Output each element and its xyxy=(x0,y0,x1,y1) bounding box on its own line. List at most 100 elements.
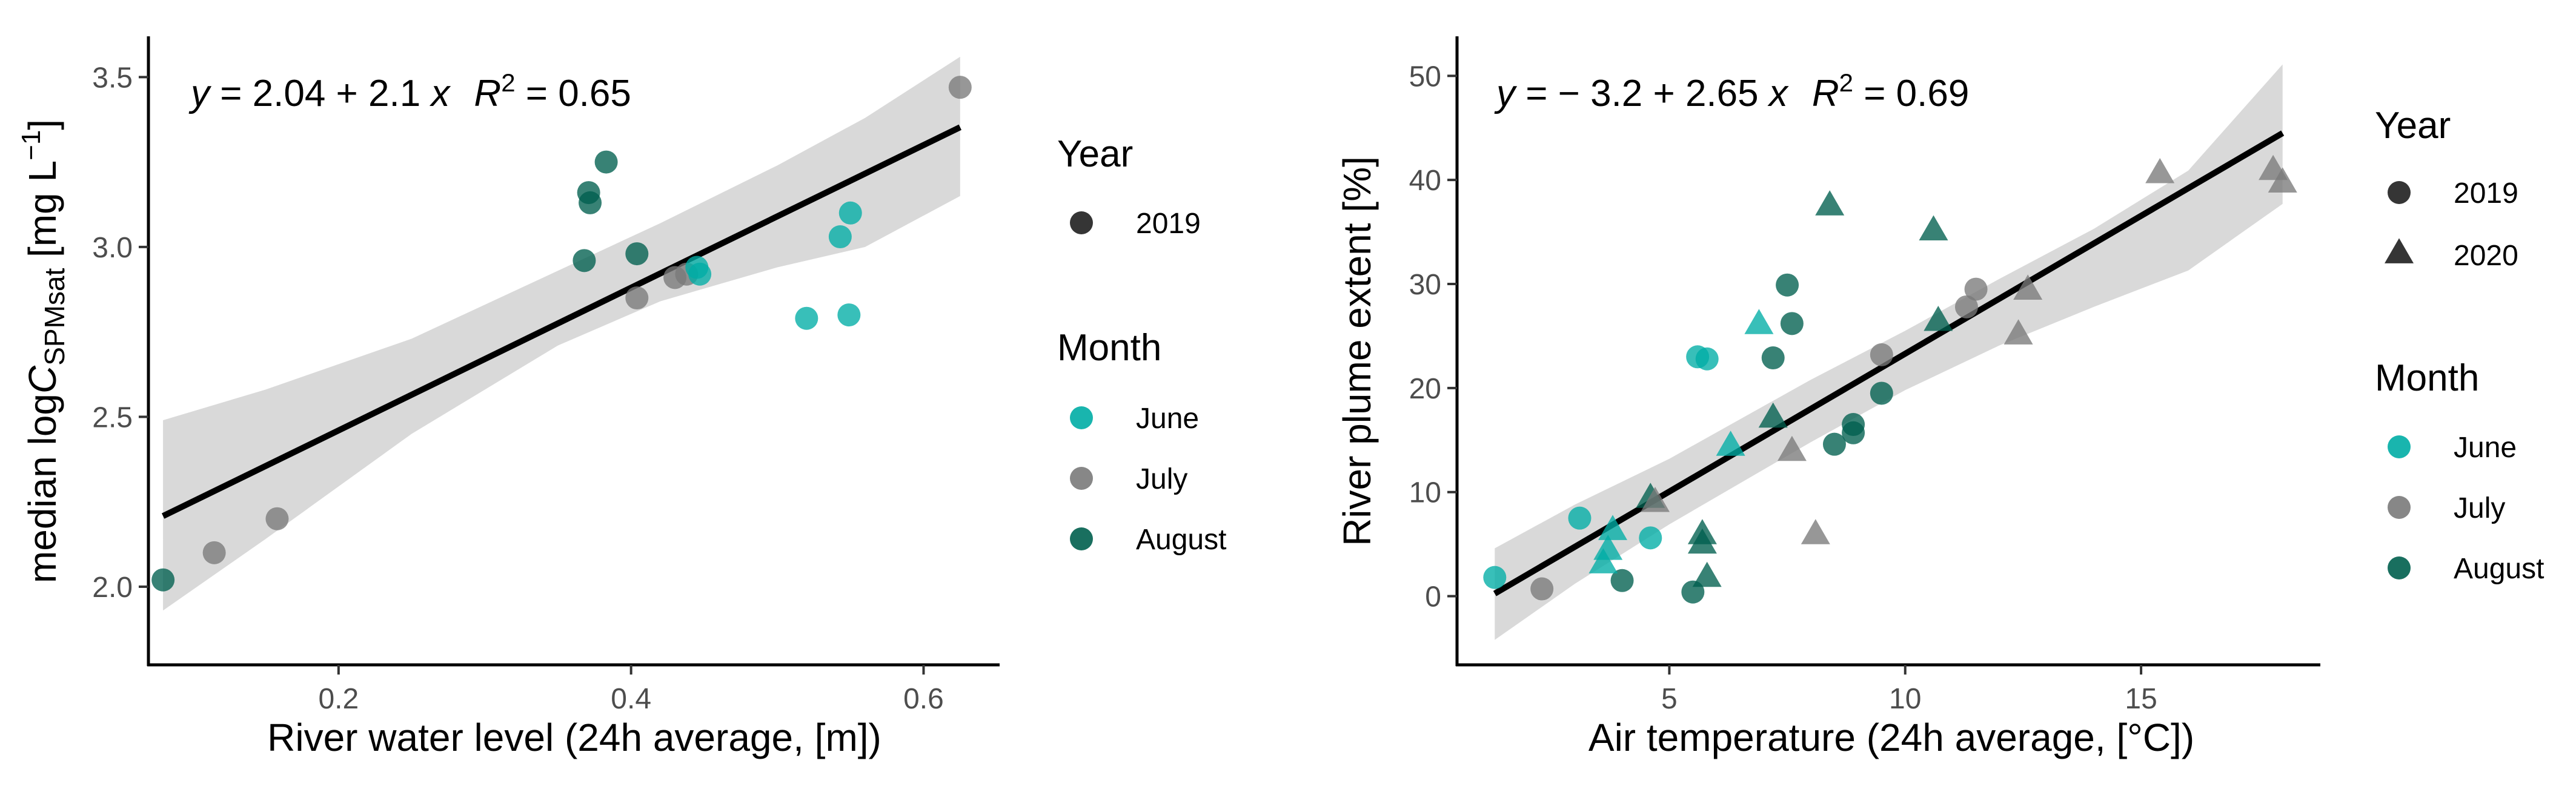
data-point xyxy=(1801,519,1830,544)
legend: Year 2019 Month June July August xyxy=(1057,133,1226,556)
data-point xyxy=(1870,343,1893,366)
data-point xyxy=(265,507,289,530)
data-point xyxy=(688,262,712,286)
legend-year-title: Year xyxy=(2375,105,2451,147)
y-tick-label: 2.0 xyxy=(92,572,133,604)
legend-month-label: August xyxy=(2454,553,2544,585)
data-point xyxy=(1692,561,1722,587)
legend-month-title: Month xyxy=(2375,357,2479,399)
data-point xyxy=(837,303,861,327)
data-point xyxy=(838,201,862,225)
y-tick-label: 3.5 xyxy=(92,62,133,94)
left-panel: 0.2 0.4 0.6 2.0 2.5 3.0 3.5 y = 2.04 + 2.1 x R2… xyxy=(16,36,1226,759)
data-point xyxy=(1716,431,1745,456)
legend-year-label: 2020 xyxy=(2454,240,2518,272)
legend-month-label: June xyxy=(1136,403,1199,435)
x-axis-label: Air temperature (24h average, [°C]) xyxy=(1588,716,2194,759)
data-point xyxy=(573,249,596,272)
data-point xyxy=(1822,432,1846,456)
data-point xyxy=(1687,528,1717,554)
data-point xyxy=(1761,346,1785,370)
y-tick-label: 10 xyxy=(1409,477,1441,509)
y-tick-label: 3.0 xyxy=(92,232,133,264)
data-point xyxy=(1815,190,1845,216)
y-tick-label: 40 xyxy=(1409,165,1441,197)
data-point xyxy=(1780,312,1804,335)
data-point xyxy=(2145,158,2175,183)
confidence-band xyxy=(163,56,960,611)
data-point xyxy=(2003,319,2033,345)
data-point xyxy=(1598,515,1627,540)
data-point xyxy=(1924,306,1953,331)
data-point xyxy=(1777,435,1807,461)
data-point xyxy=(1588,548,1618,573)
data-point xyxy=(828,225,852,249)
data-points xyxy=(1483,154,2297,604)
legend-month-key xyxy=(1070,467,1093,490)
y-tick-label: 50 xyxy=(1409,61,1441,93)
legend-month-key xyxy=(1070,527,1093,550)
y-axis-label: River plume extent [%] xyxy=(1335,156,1379,546)
data-point xyxy=(151,568,175,592)
data-point xyxy=(1964,277,1988,301)
x-tick-label: 0.4 xyxy=(611,683,651,715)
legend-month-title: Month xyxy=(1057,327,1161,369)
legend-month-label: June xyxy=(2454,432,2517,464)
legend-month-key xyxy=(2388,496,2411,519)
data-point xyxy=(1744,309,1774,334)
y-tick-label: 2.5 xyxy=(92,401,133,434)
data-point xyxy=(1483,566,1507,589)
data-point xyxy=(1919,215,1948,240)
legend: Year 2019 2020 Month June July August xyxy=(2375,105,2544,585)
regression-equation: y = − 3.2 + 2.65 x R2 = 0.69 xyxy=(1494,68,1969,114)
x-tick-label: 15 xyxy=(2125,683,2157,715)
x-tick-label: 10 xyxy=(1889,683,1921,715)
data-point xyxy=(1695,347,1719,371)
regression-equation: y = 2.04 + 2.1 x R2 = 0.65 xyxy=(188,68,631,114)
legend-month-key xyxy=(2388,556,2411,579)
x-tick-label: 0.6 xyxy=(903,683,944,715)
legend-year-key xyxy=(1070,211,1093,234)
right-panel: 5 10 15 0 10 20 30 40 50 y = − 3.2 + 2.65 x R2 = … xyxy=(1335,36,2544,759)
data-point xyxy=(1639,526,1662,550)
data-point xyxy=(2268,167,2297,193)
x-tick-label: 5 xyxy=(1661,683,1678,715)
data-point xyxy=(1758,402,1788,428)
legend-year-label: 2019 xyxy=(1136,208,1201,240)
legend-month-key xyxy=(2388,435,2411,458)
data-point xyxy=(2013,274,2043,300)
y-tick-label: 20 xyxy=(1409,373,1441,405)
data-point xyxy=(1776,273,1799,297)
data-point xyxy=(1641,487,1670,512)
data-point xyxy=(1842,413,1865,437)
y-axis-label: median logCSPMsat [mg L−1] xyxy=(16,119,70,583)
data-point xyxy=(594,150,618,174)
x-tick-label: 0.2 xyxy=(318,683,359,715)
data-point xyxy=(579,191,602,214)
data-point xyxy=(1610,569,1634,592)
data-point xyxy=(625,286,649,310)
legend-month-label: July xyxy=(2454,492,2505,524)
data-point xyxy=(948,76,972,99)
data-point xyxy=(1870,381,1893,405)
legend-year-key xyxy=(2385,238,2414,263)
x-axis-label: River water level (24h average, [m]) xyxy=(267,716,881,759)
data-points xyxy=(151,76,972,592)
legend-year-key xyxy=(2388,181,2411,204)
data-point xyxy=(795,306,818,330)
data-point xyxy=(1593,535,1623,560)
legend-month-key xyxy=(1070,406,1093,429)
data-point xyxy=(1954,295,1978,318)
data-point xyxy=(1530,577,1554,601)
y-tick-label: 0 xyxy=(1425,581,1441,613)
legend-month-label: July xyxy=(1136,463,1187,495)
data-point xyxy=(625,242,649,266)
legend-year-label: 2019 xyxy=(2454,177,2518,210)
data-point xyxy=(202,541,226,564)
regression-line xyxy=(161,124,962,519)
y-tick-label: 30 xyxy=(1409,269,1441,301)
legend-year-title: Year xyxy=(1057,133,1133,175)
data-point xyxy=(1568,506,1592,530)
legend-month-label: August xyxy=(1136,524,1226,556)
